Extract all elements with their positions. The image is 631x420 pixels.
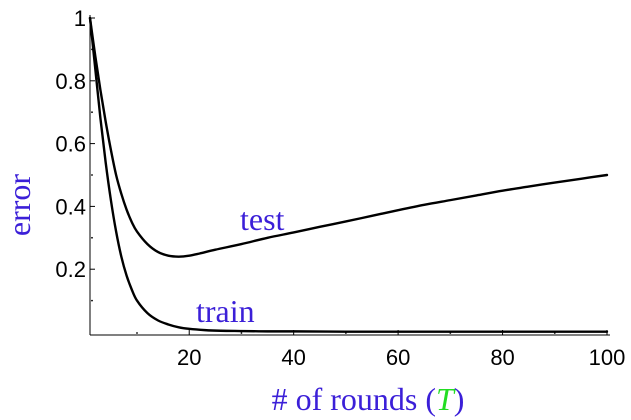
y-minor-tick [91,236,93,239]
x-axis-title-prefix: # of rounds ( [272,381,436,417]
series-label-test: test [240,201,285,237]
y-tick-label: 0.8 [55,69,86,94]
x-tick-label: 60 [386,345,410,370]
y-minor-tick [91,299,93,302]
series-line-test [88,16,609,258]
x-minor-tick [136,332,138,334]
series-lines [88,16,609,333]
y-minor-tick [91,174,93,176]
y-axis-title: error [1,174,37,237]
x-tick-label: 20 [177,345,201,370]
x-ticks: 20 40 60 80 100 [136,330,625,370]
x-tick-label: 100 [589,345,626,370]
x-axis-title-variable: T [436,381,456,417]
series-label-train: train [196,293,255,329]
y-ticks: 0.2 0.4 0.6 0.8 1 [55,6,95,302]
x-minor-tick [240,332,243,334]
y-tick-label: 0.4 [55,194,86,219]
x-axis-title: # of rounds (T) [272,381,465,417]
axes [89,15,610,336]
y-tick-label: 1 [74,6,86,31]
x-tick-label: 80 [490,345,514,370]
y-tick-label: 0.2 [55,257,86,282]
y-tick-label: 0.6 [55,132,86,157]
x-axis-title-suffix: ) [454,381,465,417]
series-line-train [88,16,609,333]
x-tick-label: 40 [281,345,305,370]
y-minor-tick [91,111,93,114]
